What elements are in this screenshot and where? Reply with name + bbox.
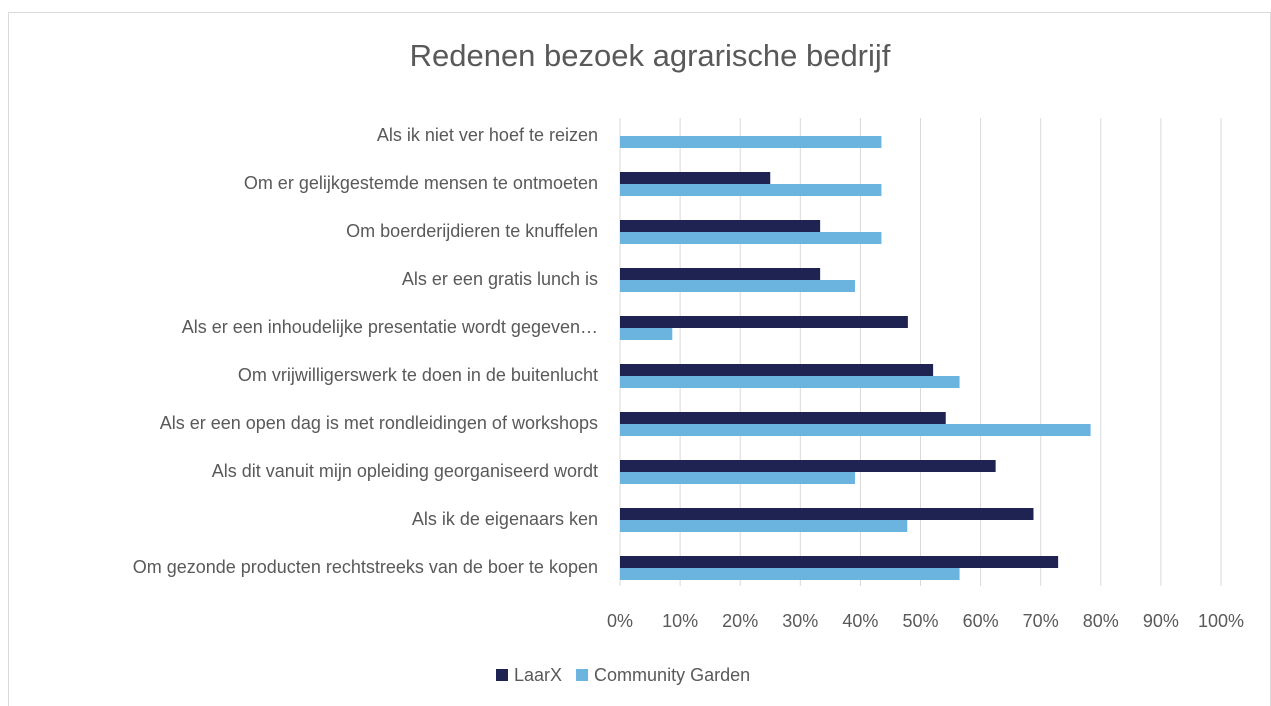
- legend-swatch: [576, 669, 589, 681]
- bar: [620, 556, 1059, 568]
- x-tick-label: 50%: [902, 611, 938, 631]
- bar: [620, 412, 946, 424]
- x-tick-label: 60%: [963, 611, 999, 631]
- legend-label: LaarX: [514, 665, 562, 685]
- bar: [620, 232, 882, 244]
- bar: [620, 220, 821, 232]
- x-tick-label: 100%: [1198, 611, 1244, 631]
- bar: [620, 328, 673, 340]
- bar: [620, 520, 908, 532]
- bar: [620, 136, 882, 148]
- x-tick-label: 70%: [1023, 611, 1059, 631]
- x-tick-label: 40%: [842, 611, 878, 631]
- y-tick-label: Als dit vanuit mijn opleiding georganise…: [212, 461, 598, 481]
- y-tick-label: Als er een gratis lunch is: [402, 269, 598, 289]
- bar: [620, 280, 855, 292]
- bar: [620, 316, 908, 328]
- y-tick-label: Als ik niet ver hoef te reizen: [377, 125, 598, 145]
- bar: [620, 376, 960, 388]
- y-tick-label: Als er een inhoudelijke presentatie word…: [182, 317, 598, 337]
- x-tick-label: 20%: [722, 611, 758, 631]
- legend-label: Community Garden: [594, 665, 750, 685]
- y-tick-label: Om vrijwilligerswerk te doen in de buite…: [238, 365, 598, 385]
- bar: [620, 424, 1091, 436]
- x-tick-label: 0%: [607, 611, 633, 631]
- bar: [620, 568, 960, 580]
- x-tick-label: 10%: [662, 611, 698, 631]
- y-tick-label: Om gezonde producten rechtstreeks van de…: [133, 557, 598, 577]
- y-tick-label: Om er gelijkgestemde mensen te ontmoeten: [244, 173, 598, 193]
- bar: [620, 508, 1034, 520]
- legend-swatch: [496, 669, 508, 681]
- bar: [620, 172, 771, 184]
- chart-title: Redenen bezoek agrarische bedrijf: [410, 38, 891, 73]
- x-tick-label: 90%: [1143, 611, 1179, 631]
- bar: [620, 472, 855, 484]
- y-tick-label: Als ik de eigenaars ken: [412, 509, 598, 529]
- bar: [620, 184, 882, 196]
- bar: [620, 364, 934, 376]
- x-tick-label: 80%: [1083, 611, 1119, 631]
- y-tick-label: Als er een open dag is met rondleidingen…: [160, 413, 598, 433]
- y-tick-label: Om boerderijdieren te knuffelen: [346, 221, 598, 241]
- bar: [620, 460, 996, 472]
- x-tick-label: 30%: [782, 611, 818, 631]
- chart-frame: [8, 12, 1271, 706]
- bar: [620, 268, 821, 280]
